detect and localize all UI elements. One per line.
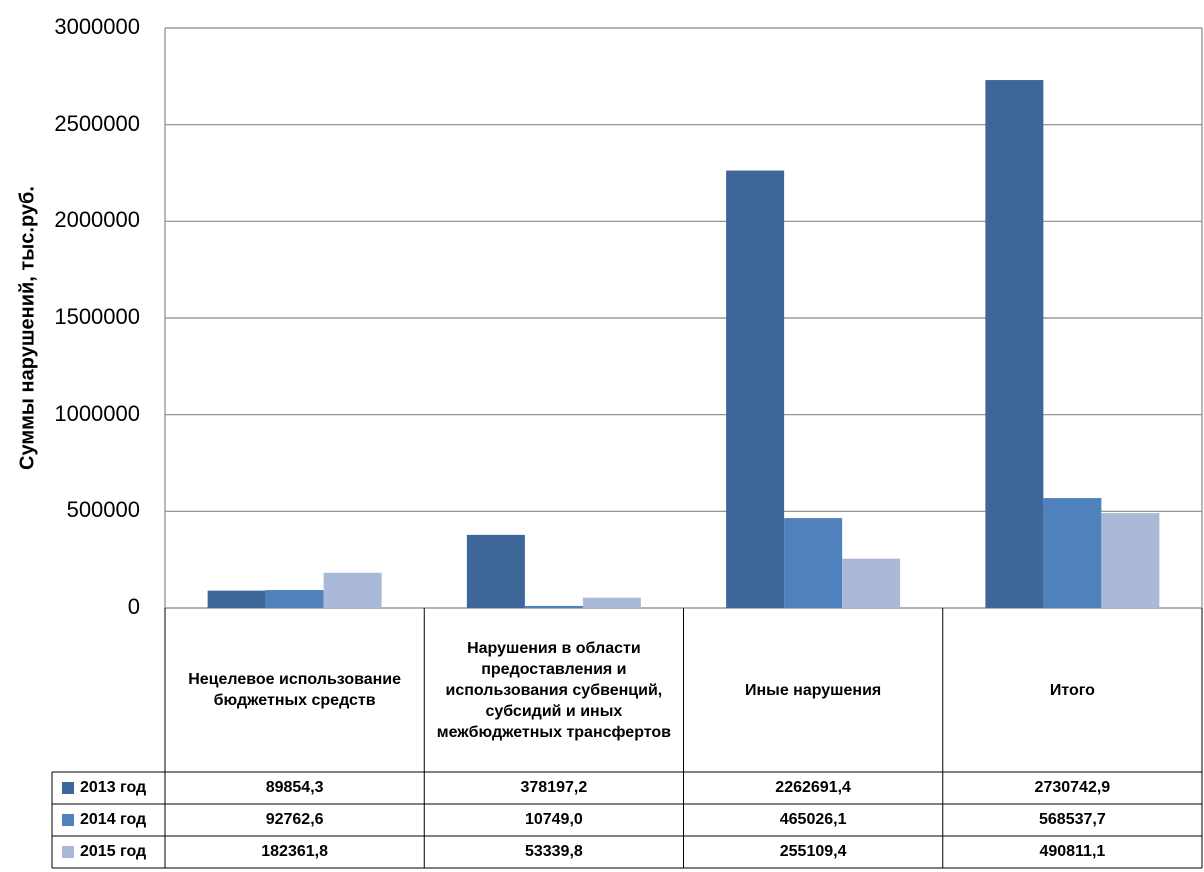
y-tick-label: 0: [127, 594, 140, 619]
category-label: Итого: [1049, 681, 1095, 699]
category-label: Иные нарушения: [744, 681, 882, 699]
bar: [985, 80, 1044, 608]
y-tick-label: 1500000: [54, 304, 140, 329]
data-cell: 2262691,4: [775, 779, 851, 796]
series-name: 2013 год: [80, 779, 147, 796]
legend-row-label: 2015 год: [52, 836, 146, 868]
bar: [582, 597, 641, 608]
y-tick-label: 500000: [66, 497, 140, 523]
bar: [207, 590, 266, 608]
legend-swatch: [62, 782, 74, 794]
data-cell: 10749,0: [524, 811, 583, 828]
series-name: 2015 год: [80, 843, 147, 860]
bar: [466, 534, 525, 608]
data-cell: 378197,2: [520, 779, 588, 796]
data-cell: 568537,7: [1039, 811, 1106, 828]
bar: [265, 590, 324, 608]
y-tick-label: 2500000: [54, 110, 140, 136]
legend-row-label: 2013 год: [52, 772, 146, 804]
category-label: Нарушения в области предоставления и исп…: [436, 639, 671, 741]
bar: [842, 558, 901, 608]
data-cell: 53339,8: [524, 843, 583, 860]
y-tick-label: 2000000: [54, 207, 140, 233]
data-cell: 89854,3: [265, 779, 324, 796]
legend-swatch: [62, 846, 74, 858]
bar: [323, 572, 382, 608]
series-name: 2014 год: [80, 811, 147, 828]
bar: [784, 518, 843, 608]
bar: [1101, 513, 1160, 608]
data-cell: 490811,1: [1039, 843, 1106, 860]
data-cell: 465026,1: [779, 811, 847, 828]
legend-swatch: [62, 814, 74, 826]
legend-row-label: 2014 год: [52, 804, 146, 836]
data-cell: 2730742,9: [1034, 779, 1111, 796]
category-label: Нецелевое использование бюджетных средст…: [188, 671, 402, 709]
data-cell: 92762,6: [265, 811, 324, 828]
bar: [726, 170, 785, 608]
y-axis-label: Суммы нарушений, тыс.руб.: [16, 186, 39, 470]
data-cell: 255109,4: [779, 843, 847, 860]
y-tick-label: 1000000: [54, 400, 140, 426]
bar: [524, 605, 583, 608]
data-cell: 182361,8: [261, 843, 328, 860]
bar: [1043, 498, 1102, 608]
y-tick-label: 3000000: [54, 14, 140, 39]
